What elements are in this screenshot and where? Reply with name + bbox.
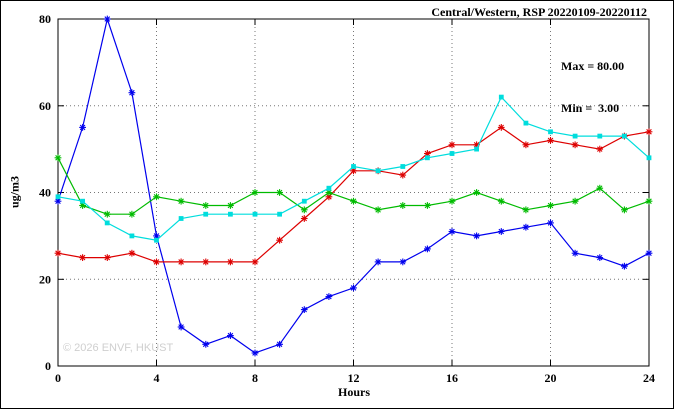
svg-text:0: 0 <box>45 359 51 373</box>
svg-text:4: 4 <box>154 371 160 385</box>
svg-text:12: 12 <box>348 371 360 385</box>
svg-text:20: 20 <box>545 371 557 385</box>
min-value-label: Min = 3.00 <box>561 101 620 115</box>
svg-text:16: 16 <box>446 371 458 385</box>
svg-text:60: 60 <box>39 99 51 113</box>
svg-text:80: 80 <box>39 12 51 26</box>
max-value-label: Max = 80.00 <box>561 59 625 73</box>
max-min-annotation: Max = 80.00 Min = 3.00 <box>561 31 624 143</box>
svg-text:8: 8 <box>252 371 258 385</box>
svg-text:0: 0 <box>55 371 61 385</box>
svg-text:24: 24 <box>643 371 655 385</box>
watermark: © 2026 ENVF, HKUST <box>63 342 174 354</box>
chart-title: Central/Western, RSP 20220109-20220112 <box>431 5 647 19</box>
y-axis-label: ug/m3 <box>7 175 22 209</box>
svg-text:20: 20 <box>39 272 51 286</box>
x-axis-label: Hours <box>337 385 371 399</box>
svg-text:40: 40 <box>39 186 51 200</box>
